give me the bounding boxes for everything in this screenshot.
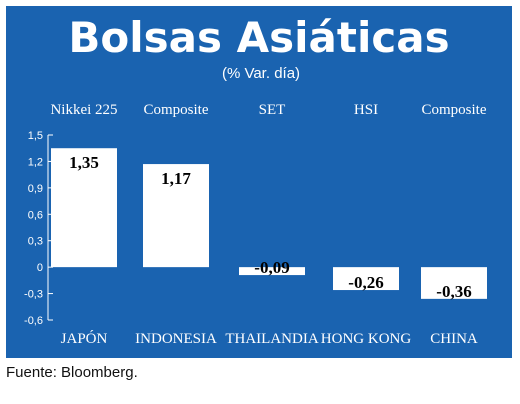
y-tick-label: 1,2 [28, 156, 43, 168]
value-label: -0,36 [436, 282, 471, 301]
chart-panel: Bolsas Asiáticas (% Var. día) 1,5 1,2 0,9 0… [6, 6, 512, 358]
chart-title: Bolsas Asiáticas [68, 13, 449, 62]
plot-area: 1,5 1,2 0,9 0,6 0,3 0 -0,3 -0,6 1,35 Nikkei 225 JA… [24, 102, 487, 347]
y-tick-label: 0,6 [28, 209, 43, 221]
category-label: HONG KONG [321, 331, 412, 347]
category-label: INDONESIA [135, 331, 217, 347]
chart-subtitle: (% Var. día) [222, 65, 300, 82]
category-label: THAILANDIA [225, 331, 318, 347]
value-label: 1,17 [161, 169, 191, 188]
y-tick-label: -0,3 [24, 289, 43, 301]
bar-chart: Bolsas Asiáticas (% Var. día) 1,5 1,2 0,9 0… [6, 6, 512, 358]
index-name-label: SET [259, 102, 286, 118]
y-tick-label: 0 [37, 262, 43, 274]
y-tick-label: 0,9 [28, 183, 43, 195]
y-tick-label: 1,5 [28, 130, 43, 142]
index-name-label: HSI [354, 102, 378, 118]
category-label: CHINA [430, 331, 478, 347]
source-note: Fuente: Bloomberg. [6, 364, 138, 381]
index-name-label: Composite [143, 102, 208, 118]
category-label: JAPÓN [61, 330, 108, 347]
index-name-label: Nikkei 225 [50, 102, 117, 118]
value-label: 1,35 [69, 153, 99, 172]
y-tick-label: -0,6 [24, 315, 43, 327]
y-tick-label: 0,3 [28, 236, 43, 248]
value-label: -0,09 [254, 258, 289, 277]
value-label: -0,26 [348, 273, 383, 292]
index-name-label: Composite [421, 102, 486, 118]
